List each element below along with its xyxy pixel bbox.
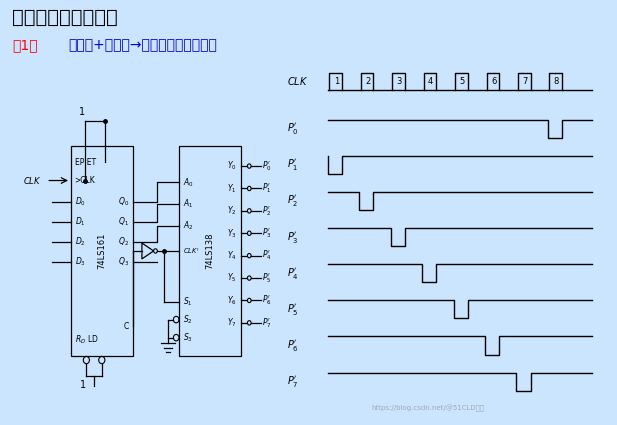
Text: 1: 1 bbox=[80, 380, 86, 390]
Text: $Q_0$: $Q_0$ bbox=[118, 196, 129, 208]
Text: $P_7'$: $P_7'$ bbox=[262, 316, 272, 330]
Text: $A_0$: $A_0$ bbox=[183, 176, 193, 189]
Text: $S_1$: $S_1$ bbox=[183, 295, 193, 308]
Text: $CLK$: $CLK$ bbox=[287, 75, 308, 87]
Text: https://blog.csdn.net/@51CLD博客: https://blog.csdn.net/@51CLD博客 bbox=[372, 405, 485, 412]
Text: $Y_5$: $Y_5$ bbox=[228, 272, 237, 284]
Text: $P_0'$: $P_0'$ bbox=[262, 159, 272, 173]
Text: $Q_2$: $Q_2$ bbox=[118, 236, 129, 248]
Text: $S_3$: $S_3$ bbox=[183, 332, 193, 344]
Text: 2: 2 bbox=[365, 77, 370, 86]
Text: $CLK'$: $CLK'$ bbox=[183, 246, 199, 256]
Text: $S_2$: $S_2$ bbox=[183, 313, 193, 326]
Text: $Y_2$: $Y_2$ bbox=[228, 204, 237, 217]
Text: 1: 1 bbox=[334, 77, 339, 86]
Text: $A_1$: $A_1$ bbox=[183, 198, 193, 210]
Text: $P_3'$: $P_3'$ bbox=[262, 227, 272, 240]
Text: $D_2$: $D_2$ bbox=[75, 236, 85, 248]
Text: 1: 1 bbox=[79, 107, 85, 117]
Text: 74LS161: 74LS161 bbox=[97, 233, 106, 269]
Text: 5: 5 bbox=[460, 77, 465, 86]
Bar bbox=[71, 146, 133, 356]
Text: $P_1'$: $P_1'$ bbox=[262, 182, 271, 195]
Text: $Y_1$: $Y_1$ bbox=[228, 182, 237, 195]
Text: $P_6'$: $P_6'$ bbox=[262, 294, 272, 307]
Text: $D_1$: $D_1$ bbox=[75, 216, 85, 228]
Text: $P_5'$: $P_5'$ bbox=[262, 271, 271, 285]
Text: $P_6'$: $P_6'$ bbox=[287, 338, 299, 353]
Text: 3: 3 bbox=[397, 77, 402, 86]
Text: 6: 6 bbox=[491, 77, 496, 86]
Text: 五、计数器应用实例: 五、计数器应用实例 bbox=[12, 8, 118, 27]
Text: $Y_6$: $Y_6$ bbox=[227, 294, 237, 307]
Text: 计数器+译码器→顺序节拍脉冲发生器: 计数器+译码器→顺序节拍脉冲发生器 bbox=[68, 39, 217, 53]
Text: $P_4'$: $P_4'$ bbox=[262, 249, 272, 262]
Text: $CLK$: $CLK$ bbox=[23, 175, 42, 186]
Text: $P_1'$: $P_1'$ bbox=[287, 157, 299, 173]
Text: 例1，: 例1， bbox=[12, 39, 38, 53]
Text: C: C bbox=[123, 322, 129, 331]
Text: $P_7'$: $P_7'$ bbox=[287, 374, 299, 389]
Bar bbox=[179, 146, 241, 356]
Text: 7: 7 bbox=[523, 77, 528, 86]
Text: $P_2'$: $P_2'$ bbox=[262, 204, 271, 218]
Text: 74LS138: 74LS138 bbox=[205, 233, 214, 269]
Text: $R_D$ LD: $R_D$ LD bbox=[75, 333, 98, 346]
Text: $P_4'$: $P_4'$ bbox=[287, 266, 299, 281]
Text: $P_2'$: $P_2'$ bbox=[287, 193, 299, 209]
Text: $Y_7$: $Y_7$ bbox=[227, 317, 237, 329]
Text: $Q_3$: $Q_3$ bbox=[118, 255, 129, 268]
Text: $D_3$: $D_3$ bbox=[75, 255, 86, 268]
Text: $Y_3$: $Y_3$ bbox=[227, 227, 237, 240]
Text: EP ET: EP ET bbox=[75, 158, 96, 167]
Text: >CLK: >CLK bbox=[75, 176, 96, 185]
Text: $P_3'$: $P_3'$ bbox=[287, 230, 299, 245]
Text: 8: 8 bbox=[554, 77, 559, 86]
Text: $D_0$: $D_0$ bbox=[75, 196, 86, 208]
Text: $A_2$: $A_2$ bbox=[183, 219, 193, 232]
Text: $Y_0$: $Y_0$ bbox=[227, 160, 237, 172]
Text: $P_5'$: $P_5'$ bbox=[287, 302, 299, 317]
Text: $Q_1$: $Q_1$ bbox=[118, 216, 129, 228]
Text: $P_0'$: $P_0'$ bbox=[287, 121, 299, 136]
Text: $Y_4$: $Y_4$ bbox=[227, 249, 237, 262]
Text: 4: 4 bbox=[428, 77, 433, 86]
